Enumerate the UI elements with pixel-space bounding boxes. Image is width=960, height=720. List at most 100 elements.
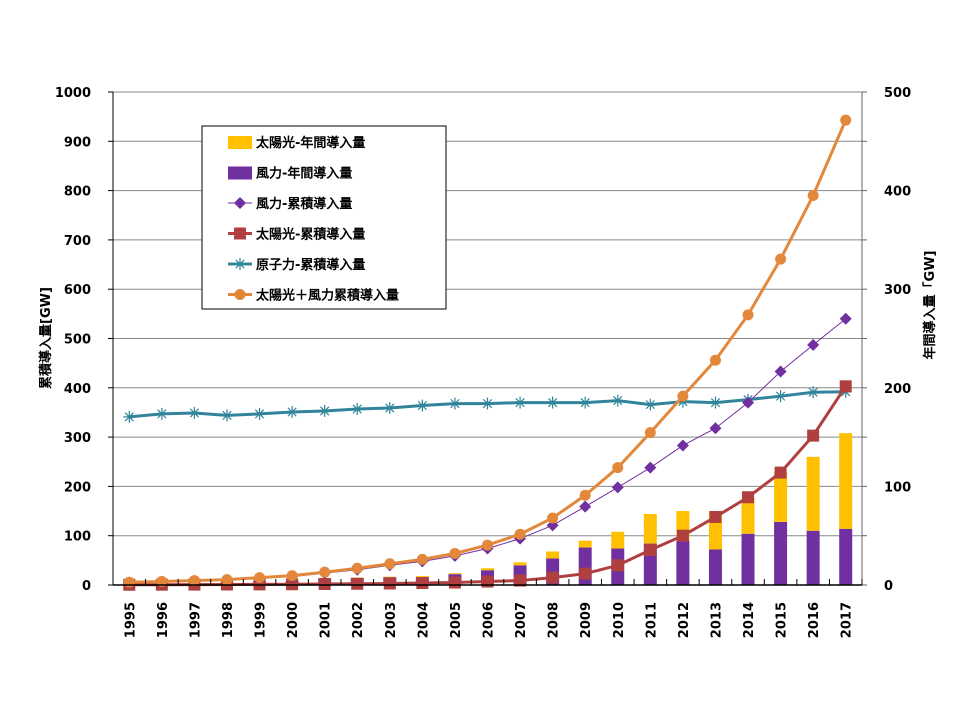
bar-wind-annual: [806, 530, 820, 585]
legend-swatch-marker: [234, 197, 246, 209]
point-circle: [775, 253, 787, 265]
x-tick-label: 2014: [742, 602, 757, 638]
legend-swatch-marker: [234, 289, 246, 300]
y-left-tick-label: 200: [64, 480, 91, 495]
point-diamond: [676, 439, 689, 452]
point-square: [546, 571, 559, 584]
x-tick-label: 2002: [351, 602, 366, 638]
bar-wind-annual: [774, 521, 788, 585]
y-axis-left-title: 累積導入量[GW]: [38, 287, 54, 389]
y-left-tick-label: 600: [64, 283, 91, 298]
point-square: [514, 574, 527, 587]
point-circle: [840, 114, 852, 126]
point-asterisk: [579, 396, 592, 409]
x-tick-label: 2006: [482, 602, 497, 638]
bar-solar-annual: [546, 551, 560, 559]
point-diamond: [774, 365, 787, 378]
point-asterisk: [807, 386, 820, 399]
point-square: [839, 380, 852, 393]
point-asterisk: [416, 399, 429, 412]
point-square: [351, 577, 364, 590]
x-tick-label: 2000: [286, 602, 301, 638]
legend: 太陽光-年間導入量風力-年間導入量風力-累積導入量太陽光-累積導入量原子力-累積…: [201, 125, 447, 310]
point-diamond: [839, 312, 852, 325]
point-circle: [221, 574, 233, 586]
x-tick-label: 2005: [449, 602, 464, 638]
point-circle: [514, 528, 526, 540]
y-left-tick-label: 500: [64, 333, 91, 348]
x-tick-label: 2015: [775, 602, 790, 638]
legend-label: 太陽光-年間導入量: [255, 135, 365, 151]
point-circle: [612, 462, 624, 474]
point-square: [676, 529, 689, 542]
point-circle: [579, 489, 591, 501]
point-asterisk: [383, 402, 396, 415]
y-left-tick-label: 1000: [55, 86, 91, 101]
point-circle: [123, 576, 135, 588]
bar-solar-annual: [839, 433, 853, 529]
bar-solar-annual: [643, 514, 657, 544]
point-asterisk: [514, 396, 527, 409]
legend-label: 太陽光＋風力累積導入量: [255, 288, 399, 304]
x-tick-label: 2009: [579, 602, 594, 638]
x-tick-label: 2004: [416, 602, 431, 638]
y-right-tick-label: 500: [884, 86, 911, 101]
bar-wind-annual: [676, 540, 690, 585]
legend-label: 原子力-累積導入量: [256, 257, 365, 273]
point-asterisk: [351, 402, 364, 415]
x-tick-label: 1995: [123, 602, 138, 638]
tick-labels: 0100200300400500600700800900100001002003…: [55, 86, 911, 638]
point-asterisk: [155, 407, 168, 420]
x-tick-label: 2001: [319, 602, 334, 638]
point-asterisk: [220, 409, 233, 422]
x-tick-label: 2003: [384, 602, 399, 638]
point-asterisk: [253, 407, 266, 420]
legend-swatch-marker: [234, 227, 246, 240]
point-circle: [254, 572, 266, 584]
point-diamond: [742, 396, 755, 409]
point-circle: [742, 309, 754, 321]
point-asterisk: [546, 396, 559, 409]
bars: [122, 433, 853, 585]
bar-solar-annual: [481, 568, 494, 571]
x-tick-label: 2011: [644, 602, 659, 638]
bar-solar-annual: [513, 562, 527, 566]
x-tick-label: 2008: [547, 602, 562, 638]
bar-wind-annual: [708, 549, 722, 585]
point-square: [742, 491, 755, 504]
x-tick-label: 1999: [254, 602, 269, 638]
point-circle: [709, 354, 721, 366]
y-left-tick-label: 800: [64, 185, 91, 200]
point-circle: [351, 562, 363, 574]
x-tick-label: 1997: [188, 602, 203, 638]
point-square: [644, 543, 657, 556]
x-tick-label: 1998: [221, 602, 236, 638]
point-diamond: [807, 338, 820, 351]
x-tick-label: 1996: [156, 602, 171, 638]
y-right-tick-label: 100: [884, 480, 911, 495]
point-circle: [416, 553, 428, 565]
x-tick-label: 2010: [612, 602, 627, 638]
point-circle: [384, 558, 396, 570]
bar-solar-annual: [741, 498, 755, 534]
point-square: [383, 577, 396, 590]
point-circle: [677, 390, 689, 402]
point-square: [807, 429, 820, 442]
point-square: [611, 559, 624, 572]
point-circle: [188, 575, 200, 587]
point-circle: [547, 512, 559, 524]
point-square: [318, 578, 331, 591]
point-square: [448, 576, 461, 589]
x-tick-label: 2012: [677, 602, 692, 638]
bar-solar-annual: [415, 576, 429, 578]
point-asterisk: [611, 394, 624, 407]
legend-swatch: [228, 166, 252, 180]
x-tick-label: 2016: [807, 602, 822, 638]
point-square: [774, 466, 787, 479]
x-tick-label: 2017: [840, 602, 855, 638]
point-square: [579, 567, 592, 580]
point-asterisk: [286, 405, 299, 418]
bar-solar-annual: [774, 471, 788, 522]
bar-solar-annual: [578, 540, 592, 548]
y-left-tick-label: 700: [64, 234, 91, 249]
